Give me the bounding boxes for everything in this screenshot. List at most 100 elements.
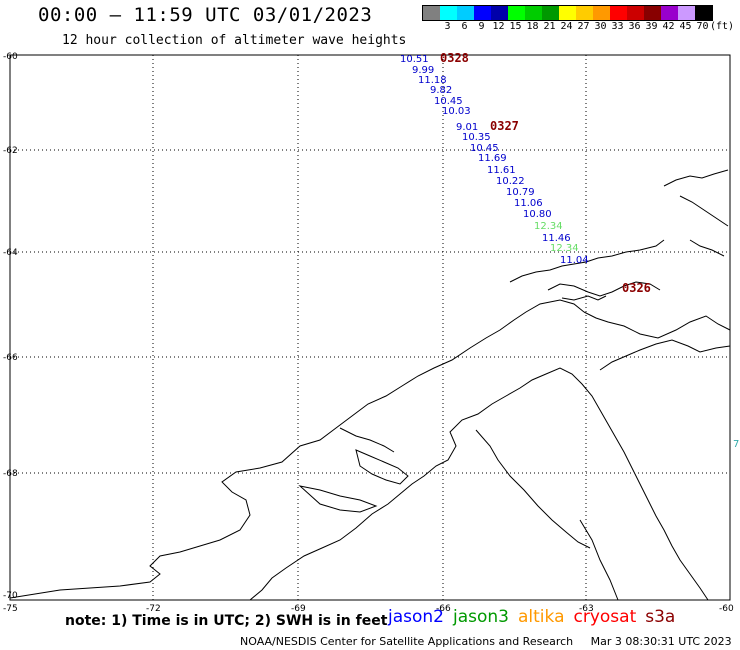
legend-swatch	[474, 6, 491, 20]
legend-label: 27	[577, 21, 590, 32]
wave-height-label: 11.61	[487, 165, 516, 176]
legend-swatch	[457, 6, 474, 20]
coastline	[9, 169, 731, 601]
lat-label--62: -62	[3, 146, 18, 156]
legend-label: 39	[645, 21, 658, 32]
legend-swatch	[644, 6, 661, 20]
wave-height-label: 11.18	[418, 75, 447, 86]
wave-height-label: 12.34	[534, 221, 563, 232]
lon-label--66: -66	[436, 604, 451, 614]
legend-label: 21	[543, 21, 556, 32]
legend-swatch	[440, 6, 457, 20]
satellite-legend: jason2 jason3 altika cryosat s3a	[388, 607, 684, 627]
legend-swatch	[423, 6, 440, 20]
lon-label--60: -60	[719, 604, 734, 614]
lon-label--72: -72	[146, 604, 161, 614]
legend-label: 42	[662, 21, 675, 32]
peninsula-inner-coast	[583, 311, 731, 339]
legend-swatch	[542, 6, 559, 20]
legend-swatch	[559, 6, 576, 20]
northeast-island-2	[679, 195, 729, 227]
wave-height-label: 12.34	[550, 243, 579, 254]
lat-label--64: -64	[3, 248, 18, 258]
footer-credit: NOAA/NESDIS Center for Satellite Applica…	[240, 635, 732, 648]
legend-swatch	[610, 6, 627, 20]
ice-shelf	[475, 429, 591, 549]
wave-height-label: 11.46	[542, 233, 571, 244]
satellite-cryosat: cryosat	[573, 607, 637, 627]
wave-height-label: 7	[733, 439, 739, 450]
map-title: 00:00 – 11:59 UTC 03/01/2023	[38, 4, 373, 26]
legend-swatch	[627, 6, 644, 20]
peninsula-south-coast	[249, 367, 709, 601]
island-cluster-a	[547, 281, 661, 297]
legend-swatch	[593, 6, 610, 20]
lon-label--63: -63	[579, 604, 594, 614]
timestamp: Mar 3 08:30:31 UTC 2023	[590, 635, 732, 648]
wave-height-label: 9.99	[412, 65, 434, 76]
map-frame	[9, 54, 731, 601]
legend-label: 3	[444, 21, 451, 32]
credit-text: NOAA/NESDIS Center for Satellite Applica…	[240, 635, 574, 648]
wave-height-label: 10.03	[442, 106, 471, 117]
altimeter-track: 10.519.9911.189.8210.4510.039.0110.3510.…	[400, 54, 739, 450]
wave-height-label: 10.79	[506, 187, 535, 198]
legend-label: 15	[509, 21, 522, 32]
color-scale-bar	[422, 5, 713, 21]
lon-label--75: -75	[3, 604, 18, 614]
lat-label--70: -70	[3, 591, 18, 601]
lat-label--68: -68	[3, 469, 18, 479]
satellite-jason2: jason2	[388, 607, 444, 627]
wave-height-label: 11.06	[514, 198, 543, 209]
pass-times: 0328 0327 0326	[440, 51, 651, 295]
legend-swatch	[661, 6, 678, 20]
wave-height-label: 11.69	[478, 153, 507, 164]
pass-time-0327: 0327	[490, 119, 519, 133]
legend-label: 36	[628, 21, 641, 32]
wave-height-label: 10.51	[400, 54, 429, 65]
legend-label: 45	[679, 21, 692, 32]
wave-height-label: 10.45	[470, 143, 499, 154]
legend-swatch	[525, 6, 542, 20]
footer-note: note: 1) Time is in UTC; 2) SWH is in fe…	[65, 613, 388, 629]
legend-swatch	[678, 6, 695, 20]
northeast-island-3	[689, 239, 725, 257]
map-subtitle: 12 hour collection of altimeter wave hei…	[62, 33, 407, 48]
wave-height-label: 9.01	[456, 122, 478, 133]
satellite-s3a: s3a	[645, 607, 676, 627]
east-coast	[599, 339, 731, 371]
lat-grid	[10, 149, 730, 474]
wave-height-label: 10.22	[496, 176, 525, 187]
legend-label: 24	[560, 21, 573, 32]
lon-grid	[152, 55, 587, 600]
peninsula-west-coast	[9, 299, 585, 599]
pass-time-0328: 0328	[440, 51, 469, 65]
satellite-altika: altika	[518, 607, 565, 627]
legend-swatch	[508, 6, 525, 20]
legend-label: 9	[478, 21, 485, 32]
legend-swatch	[576, 6, 593, 20]
satellite-jason3: jason3	[453, 607, 509, 627]
lat-label--66: -66	[3, 353, 18, 363]
legend-label: 18	[526, 21, 539, 32]
wave-height-label: 11.04	[560, 255, 589, 266]
legend-swatch	[491, 6, 508, 20]
legend-label: 6	[461, 21, 468, 32]
lon-label--69: -69	[291, 604, 306, 614]
lat-label--60: -60	[3, 52, 18, 62]
weddell-coast	[579, 519, 619, 601]
northeast-island	[663, 169, 729, 187]
wave-height-label: 10.80	[523, 209, 552, 220]
charcot-island	[298, 485, 378, 513]
legend-label: 70	[696, 21, 709, 32]
legend-label: 12	[492, 21, 505, 32]
adelaide-island	[355, 449, 409, 485]
color-scale-unit: (ft)	[710, 21, 735, 32]
wave-height-label: 10.45	[434, 96, 463, 107]
alexander-island-inlet	[339, 427, 395, 453]
legend-label: 33	[611, 21, 624, 32]
legend-label: 30	[594, 21, 607, 32]
south-shetland-islands	[509, 239, 665, 283]
wave-height-label: 10.35	[462, 132, 491, 143]
